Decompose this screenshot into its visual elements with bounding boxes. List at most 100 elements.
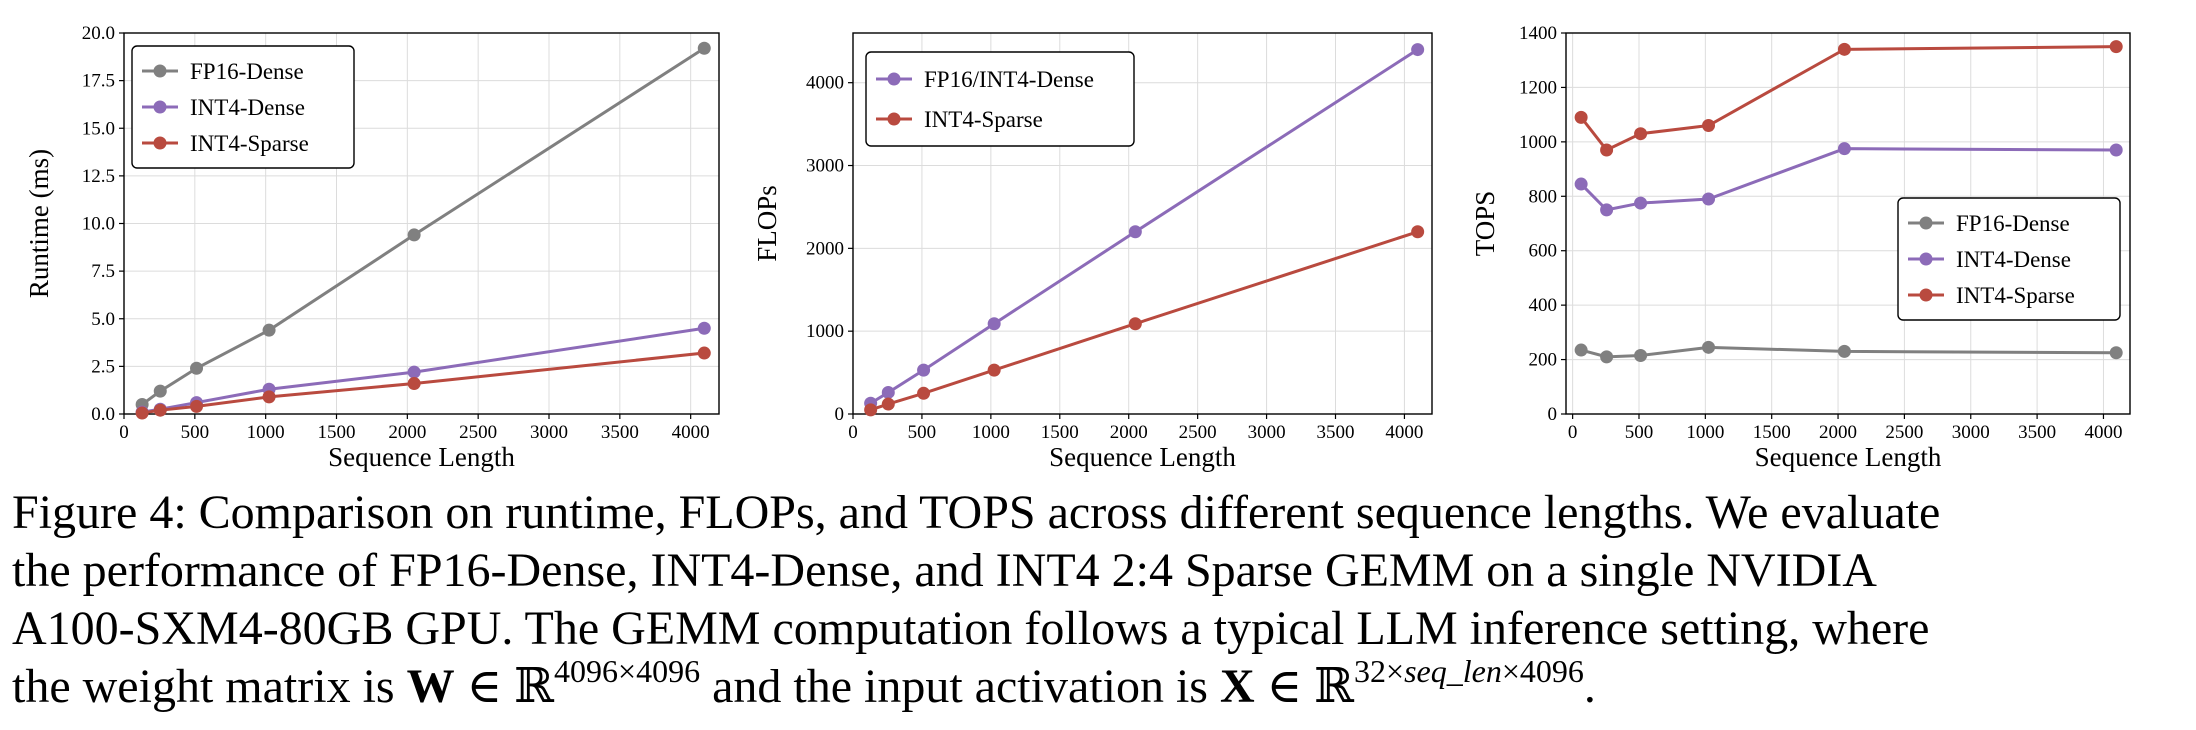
data-point	[987, 317, 1001, 331]
y-tick-label: 1400	[1519, 23, 1557, 44]
x-tick-label: 500	[181, 422, 210, 443]
x-tick-label: 500	[908, 422, 937, 443]
data-point	[2109, 40, 2123, 54]
caption-period: .	[1583, 660, 1596, 713]
data-point	[881, 397, 895, 411]
x-tick-label: 3000	[1952, 422, 1990, 443]
x-tick-label: 0	[1568, 422, 1578, 443]
legend-label: FP16-Dense	[1956, 211, 2070, 236]
data-point	[917, 386, 931, 400]
data-point	[262, 323, 276, 337]
input-dims: 32×seq_len×4096	[1354, 653, 1584, 690]
y-tick-label: 0	[1548, 404, 1558, 425]
weight-dims: 4096×4096	[554, 653, 701, 690]
data-point	[1634, 196, 1648, 210]
y-tick-label: 12.5	[82, 166, 115, 187]
y-tick-label: 600	[1529, 241, 1558, 262]
x-axis-label: Sequence Length	[328, 442, 515, 472]
x-tick-label: 3000	[530, 422, 568, 443]
data-point	[1837, 42, 1851, 56]
data-point	[1702, 119, 1716, 133]
x-tick-label: 4000	[672, 422, 710, 443]
caption-line-4: the weight matrix is W ∈ ℝ4096×4096 and …	[12, 655, 2188, 716]
y-tick-label: 200	[1529, 350, 1558, 371]
legend-label: FP16/INT4-Dense	[924, 67, 1094, 92]
y-tick-label: 800	[1529, 186, 1558, 207]
x-tick-label: 4000	[2084, 422, 2122, 443]
x-tick-label: 2000	[1110, 422, 1148, 443]
x-tick-label: 0	[848, 422, 858, 443]
legend-box	[865, 51, 1135, 147]
data-point	[697, 321, 711, 335]
x-tick-label: 1000	[1686, 422, 1724, 443]
y-tick-label: 4000	[806, 73, 844, 94]
figure-charts: 0 500 1000 1500 2000 2500 3000 3500 40000.02.55.…	[24, 23, 2131, 472]
caption-text: the weight matrix is	[12, 660, 407, 713]
data-point	[1411, 43, 1425, 57]
data-point	[190, 361, 204, 375]
legend-marker	[1919, 252, 1933, 266]
data-point	[1128, 225, 1142, 239]
y-tick-label: 1200	[1519, 77, 1557, 98]
legend-marker	[1919, 216, 1933, 230]
data-point	[1128, 317, 1142, 331]
legend-box	[1897, 197, 2121, 321]
data-point	[190, 399, 204, 413]
plot-frame	[1565, 32, 2131, 415]
x-tick-label: 2500	[1179, 422, 1217, 443]
data-point	[2109, 346, 2123, 360]
x-tick-label: 3000	[1248, 422, 1286, 443]
y-tick-label: 400	[1529, 295, 1558, 316]
x-tick-label: 3500	[601, 422, 639, 443]
x-tick-label: 1500	[1753, 422, 1791, 443]
x-tick-label: 1000	[972, 422, 1010, 443]
y-tick-label: 1000	[1519, 132, 1557, 153]
y-axis-label: Runtime (ms)	[24, 149, 54, 298]
runtime-chart: 0 500 1000 1500 2000 2500 3000 3500 4000 0.0 2.5 5.…	[24, 23, 720, 472]
data-point	[1411, 225, 1425, 239]
data-point	[1600, 350, 1614, 364]
legend-marker	[153, 100, 167, 114]
data-point	[153, 384, 167, 398]
x-tick-label: 1500	[318, 422, 356, 443]
y-tick-label: 3000	[806, 156, 844, 177]
caption-line-3: A100-SXM4-80GB GPU. The GEMM computation…	[12, 602, 1930, 655]
data-point	[881, 385, 895, 399]
tops-chart: 0 500 1000 1500 2000 2500 3000 3500 4000 0 200 400 6…	[1470, 23, 2131, 472]
data-point	[1574, 343, 1588, 357]
data-point	[1837, 344, 1851, 358]
y-tick-label: 5.0	[91, 309, 115, 330]
x-tick-label: 1500	[1041, 422, 1079, 443]
x-tick-label: 1000	[247, 422, 285, 443]
y-tick-label: 15.0	[82, 118, 115, 139]
y-tick-label: 17.5	[82, 71, 115, 92]
set-membership: ∈ ℝ	[1254, 660, 1355, 713]
data-point	[697, 41, 711, 55]
data-point	[1702, 340, 1716, 354]
data-point	[1600, 203, 1614, 217]
data-point	[153, 403, 167, 417]
data-point	[2109, 143, 2123, 157]
set-membership: ∈ ℝ	[454, 660, 555, 713]
legend-marker	[153, 64, 167, 78]
legend-label: INT4-Dense	[1956, 247, 2071, 272]
data-point	[1634, 348, 1648, 362]
flops-chart: 0 500 1000 1500 2000 2500 3000 3500 4000 0 1000 200…	[752, 32, 1433, 472]
data-point	[987, 363, 1001, 377]
x-tick-label: 3500	[2018, 422, 2056, 443]
caption-text: and the input activation is	[700, 660, 1220, 713]
data-point	[262, 390, 276, 404]
data-point	[1702, 192, 1716, 206]
legend-marker	[1919, 288, 1933, 302]
data-point	[1574, 177, 1588, 191]
x-tick-label: 0	[119, 422, 129, 443]
data-point	[1600, 143, 1614, 157]
x-tick-label: 3500	[1317, 422, 1355, 443]
data-point	[135, 406, 149, 420]
data-point	[1634, 127, 1648, 141]
plot-frame	[852, 32, 1433, 415]
y-tick-label: 0.0	[91, 404, 115, 425]
y-tick-label: 2000	[806, 238, 844, 259]
data-point	[1837, 142, 1851, 156]
legend-box	[131, 45, 355, 169]
